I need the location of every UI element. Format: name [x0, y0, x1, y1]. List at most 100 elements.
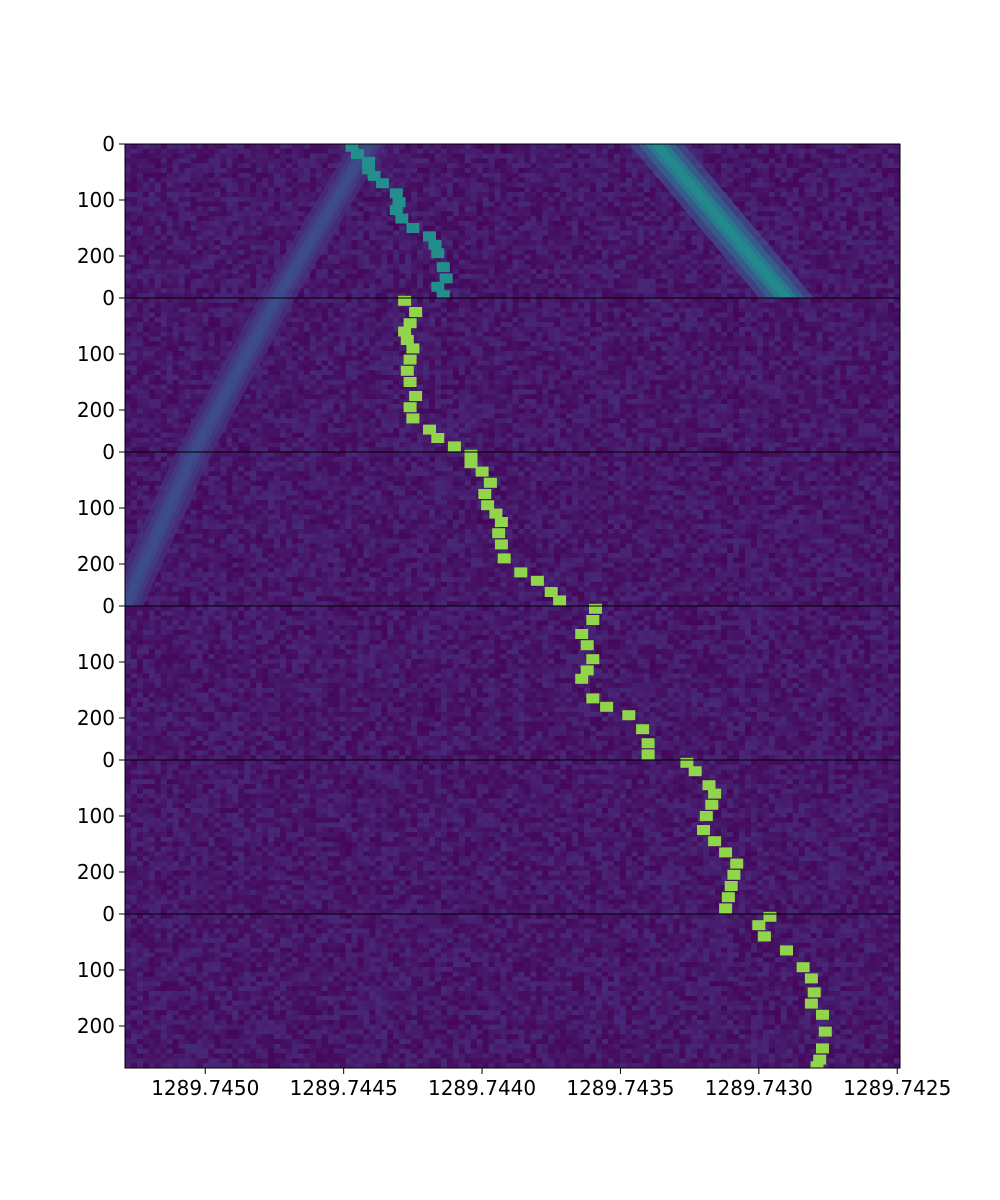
track-point [708, 836, 721, 846]
track-point [586, 654, 599, 664]
track-point [780, 945, 793, 955]
panel-noise [125, 760, 901, 915]
track-point [636, 724, 649, 734]
track-point [495, 517, 508, 527]
panel-6 [125, 912, 901, 1072]
track-point [816, 1010, 829, 1020]
track-point [697, 825, 710, 835]
track-point [514, 567, 527, 577]
track-point [401, 366, 414, 376]
track-point [404, 355, 417, 365]
y-tick-label: 0 [102, 440, 115, 464]
track-point [553, 595, 566, 605]
track-point [622, 710, 635, 720]
y-tick-label: 100 [77, 342, 115, 366]
track-point [575, 674, 588, 684]
track-point [808, 987, 821, 997]
track-point [406, 343, 419, 353]
track-point [811, 1061, 824, 1071]
track-point [719, 847, 732, 857]
track-point [406, 223, 419, 233]
y-tick-label: 200 [77, 552, 115, 576]
panel-noise [125, 606, 901, 761]
track-point [589, 604, 602, 614]
track-point [465, 458, 478, 468]
track-point [758, 931, 771, 941]
track-point [390, 188, 403, 198]
y-tick-label: 0 [102, 594, 115, 618]
y-tick-label: 0 [102, 902, 115, 926]
panel-1 [125, 142, 901, 300]
y-tick-label: 100 [77, 804, 115, 828]
track-point [492, 528, 505, 538]
track-point [404, 377, 417, 387]
panel-2 [125, 296, 901, 453]
track-point [431, 248, 444, 258]
track-point [805, 999, 818, 1009]
x-tick-label: 1289.7430 [705, 1076, 813, 1100]
track-point [476, 467, 489, 477]
x-tick-label: 1289.7450 [151, 1076, 259, 1100]
y-tick-label: 200 [77, 398, 115, 422]
y-tick-label: 0 [102, 286, 115, 310]
y-tick-label: 200 [77, 1014, 115, 1038]
track-point [351, 149, 364, 159]
y-tick-label: 100 [77, 958, 115, 982]
track-point [642, 738, 655, 748]
track-point [406, 413, 419, 423]
track-point [531, 576, 544, 586]
track-point [730, 859, 743, 869]
panel-5 [125, 758, 901, 915]
y-tick-label: 200 [77, 860, 115, 884]
panel-4 [125, 604, 901, 761]
y-tick-label: 0 [102, 748, 115, 772]
track-point [478, 489, 491, 499]
track-point [708, 789, 721, 799]
track-point [484, 478, 497, 488]
track-point [719, 903, 732, 913]
track-point [581, 640, 594, 650]
track-point [816, 1043, 829, 1053]
track-point [725, 881, 738, 891]
y-axis: 0100200010020001002000100200010020001002… [77, 132, 125, 1038]
panels-layer [107, 142, 901, 1072]
panel-3 [107, 450, 901, 607]
x-tick-label: 1289.7445 [290, 1076, 398, 1100]
track-point [495, 539, 508, 549]
track-point [431, 433, 444, 443]
track-point [575, 629, 588, 639]
panel-noise [125, 452, 901, 607]
track-point [586, 615, 599, 625]
track-point [805, 973, 818, 983]
track-point [797, 962, 810, 972]
x-tick-label: 1289.7435 [566, 1076, 674, 1100]
track-point [763, 912, 776, 922]
x-tick-label: 1289.7425 [843, 1076, 951, 1100]
y-tick-label: 100 [77, 496, 115, 520]
panel-noise [125, 914, 901, 1069]
track-point [600, 702, 613, 712]
track-point [727, 870, 740, 880]
track-point [752, 920, 765, 930]
track-point [395, 214, 408, 224]
track-point [376, 178, 389, 188]
track-point [689, 766, 702, 776]
track-point [437, 262, 450, 272]
y-tick-label: 200 [77, 706, 115, 730]
track-point [722, 892, 735, 902]
track-point [705, 800, 718, 810]
track-point [404, 402, 417, 412]
track-point [448, 441, 461, 451]
track-point [819, 1027, 832, 1037]
track-point [409, 307, 422, 317]
track-point [498, 553, 511, 563]
y-tick-label: 100 [77, 188, 115, 212]
track-point [586, 693, 599, 703]
y-tick-label: 100 [77, 650, 115, 674]
y-tick-label: 0 [102, 132, 115, 156]
x-tick-label: 1289.7440 [428, 1076, 536, 1100]
track-point [700, 811, 713, 821]
track-point [398, 296, 411, 306]
track-point [642, 749, 655, 759]
